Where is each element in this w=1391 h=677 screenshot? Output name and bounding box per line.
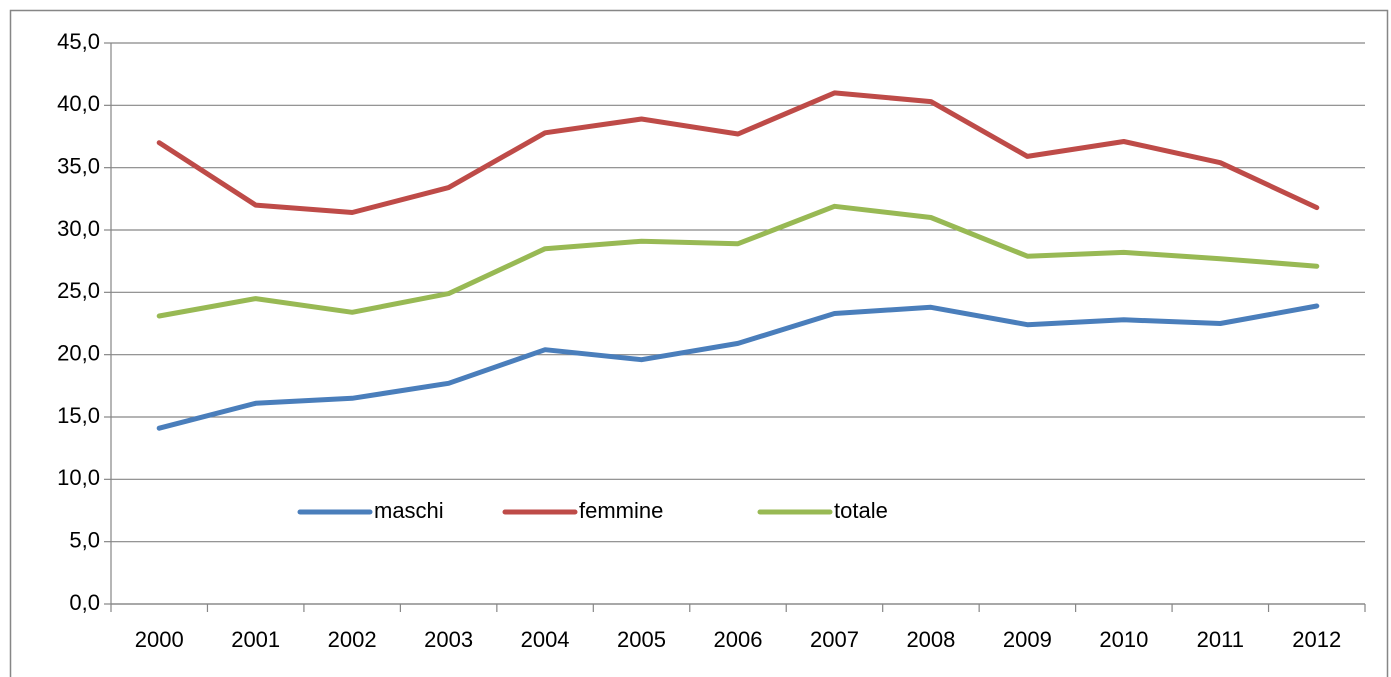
y-tick-label: 35,0 <box>57 153 100 178</box>
x-tick-label: 2004 <box>521 627 570 652</box>
legend-label: totale <box>834 498 888 523</box>
y-tick-label: 30,0 <box>57 216 100 241</box>
line-series <box>156 90 1320 215</box>
y-tick-label: 20,0 <box>57 340 100 365</box>
line-series <box>156 203 1320 319</box>
y-tick-label: 40,0 <box>57 91 100 116</box>
chart-border <box>9 9 1389 677</box>
line-series <box>156 303 1320 431</box>
legend-label: femmine <box>579 498 663 523</box>
x-tick-label: 2012 <box>1292 627 1341 652</box>
x-tick-label: 2009 <box>1003 627 1052 652</box>
x-tick-label: 2001 <box>231 627 280 652</box>
x-tick-label: 2008 <box>906 627 955 652</box>
y-tick-label: 45,0 <box>57 29 100 54</box>
x-tick-label: 2006 <box>714 627 763 652</box>
y-tick-label: 25,0 <box>57 278 100 303</box>
x-tick-label: 2010 <box>1099 627 1148 652</box>
y-tick-label: 10,0 <box>57 465 100 490</box>
x-tick-label: 2003 <box>424 627 473 652</box>
legend-label: maschi <box>374 498 444 523</box>
y-tick-label: 15,0 <box>57 403 100 428</box>
y-tick-label: 5,0 <box>69 527 100 552</box>
x-tick-label: 2002 <box>328 627 377 652</box>
x-tick-label: 2007 <box>810 627 859 652</box>
y-tick-label: 0,0 <box>69 590 100 615</box>
x-tick-label: 2005 <box>617 627 666 652</box>
x-tick-label: 2011 <box>1197 627 1244 652</box>
x-tick-label: 2000 <box>135 627 184 652</box>
